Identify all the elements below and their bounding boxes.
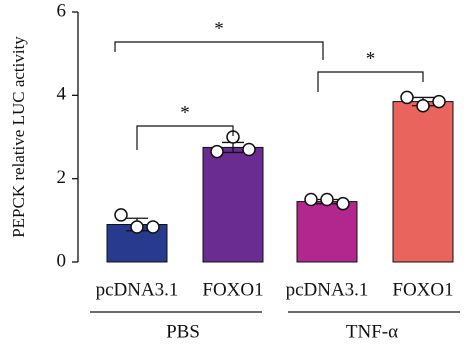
data-point	[130, 220, 144, 234]
data-point	[416, 99, 430, 113]
data-point	[320, 192, 334, 207]
significance-label: *	[180, 102, 190, 123]
group-label: TNF-α	[346, 321, 398, 342]
significance-label: *	[366, 48, 376, 69]
group-label: PBS	[166, 321, 200, 342]
y-tick-label: 6	[57, 0, 67, 21]
data-point	[210, 144, 224, 159]
significance-label: *	[214, 18, 224, 39]
significance-bracket	[136, 125, 234, 150]
bar	[202, 146, 264, 263]
data-point	[146, 220, 160, 234]
data-point	[336, 196, 350, 211]
significance-bracket	[114, 41, 324, 60]
data-point	[114, 208, 128, 222]
y-tick-label: 2	[57, 167, 67, 188]
data-point	[432, 94, 446, 109]
data-point	[242, 142, 256, 157]
data-point	[400, 90, 414, 105]
y-axis-label: PEPCK relative LUC activity	[9, 36, 28, 238]
x-tick-label: FOXO1	[392, 279, 453, 300]
x-tick-label: pcDNA3.1	[96, 279, 179, 300]
bar	[296, 201, 358, 263]
significance-bracket	[317, 71, 424, 92]
x-tick-label: pcDNA3.1	[286, 279, 369, 300]
data-point	[304, 192, 318, 207]
bar	[392, 101, 454, 263]
x-tick-label: FOXO1	[202, 279, 263, 300]
y-tick-label: 0	[57, 250, 67, 271]
y-tick-label: 4	[57, 84, 67, 105]
